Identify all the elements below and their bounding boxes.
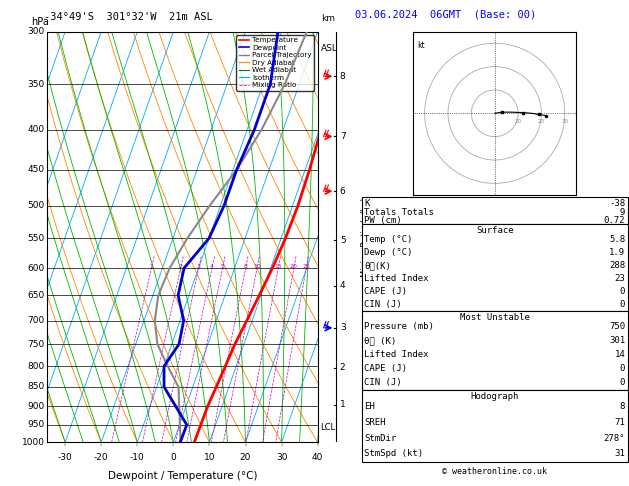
Text: 30: 30 [561, 119, 568, 123]
Text: 700: 700 [27, 316, 45, 325]
Text: 7: 7 [340, 132, 345, 141]
Text: Dewp (°C): Dewp (°C) [364, 248, 413, 257]
Text: 5: 5 [340, 236, 345, 244]
Text: 600: 600 [27, 263, 45, 273]
Text: EH: EH [364, 402, 375, 411]
Text: SREH: SREH [364, 418, 386, 427]
Text: -30: -30 [58, 452, 72, 462]
Text: 2: 2 [340, 364, 345, 372]
Text: 0: 0 [620, 287, 625, 296]
Text: 750: 750 [609, 322, 625, 331]
Text: 6: 6 [340, 187, 345, 196]
Text: 1: 1 [340, 400, 345, 409]
Text: 30: 30 [276, 452, 287, 462]
Text: 278°: 278° [604, 434, 625, 443]
Text: 20: 20 [538, 119, 545, 123]
Text: kt: kt [418, 41, 425, 50]
Text: StmSpd (kt): StmSpd (kt) [364, 449, 423, 458]
Text: 1000: 1000 [21, 438, 45, 447]
Text: 8: 8 [620, 402, 625, 411]
Text: Most Unstable: Most Unstable [460, 312, 530, 322]
Text: 750: 750 [27, 340, 45, 348]
Text: 10: 10 [253, 264, 261, 269]
Text: -10: -10 [130, 452, 145, 462]
Text: 850: 850 [27, 382, 45, 391]
Text: 400: 400 [27, 125, 45, 134]
Text: CIN (J): CIN (J) [364, 378, 402, 387]
Text: CAPE (J): CAPE (J) [364, 364, 407, 373]
Text: 950: 950 [27, 420, 45, 429]
Text: 550: 550 [27, 234, 45, 243]
Text: 71: 71 [615, 418, 625, 427]
Text: 0: 0 [620, 300, 625, 309]
Text: 10: 10 [515, 119, 521, 123]
Text: LCL: LCL [320, 423, 335, 432]
Text: 5: 5 [221, 264, 225, 269]
Text: PW (cm): PW (cm) [364, 216, 402, 225]
Text: 4: 4 [210, 264, 214, 269]
Text: 14: 14 [615, 350, 625, 359]
Text: 2: 2 [179, 264, 182, 269]
Text: K: K [364, 199, 370, 208]
Text: Lifted Index: Lifted Index [364, 274, 429, 283]
Text: 1: 1 [149, 264, 153, 269]
Text: 40: 40 [312, 452, 323, 462]
Text: 500: 500 [27, 201, 45, 210]
Text: 20: 20 [290, 264, 298, 269]
Text: Temp (°C): Temp (°C) [364, 235, 413, 244]
Text: Totals Totals: Totals Totals [364, 208, 434, 217]
Text: 5.8: 5.8 [609, 235, 625, 244]
Text: StmDir: StmDir [364, 434, 396, 443]
Text: Lifted Index: Lifted Index [364, 350, 429, 359]
Text: 10: 10 [204, 452, 215, 462]
Text: 8: 8 [340, 72, 345, 81]
Text: Surface: Surface [476, 226, 513, 235]
Text: km: km [321, 15, 335, 23]
Text: 9: 9 [620, 208, 625, 217]
Legend: Temperature, Dewpoint, Parcel Trajectory, Dry Adiabat, Wet Adiabat, Isotherm, Mi: Temperature, Dewpoint, Parcel Trajectory… [237, 35, 314, 90]
Text: 03.06.2024  06GMT  (Base: 00): 03.06.2024 06GMT (Base: 00) [355, 10, 537, 20]
Text: © weatheronline.co.uk: © weatheronline.co.uk [442, 467, 547, 476]
Text: Hodograph: Hodograph [470, 392, 519, 401]
Text: 800: 800 [27, 362, 45, 371]
Text: 8: 8 [243, 264, 247, 269]
Text: 301: 301 [609, 336, 625, 345]
Text: -20: -20 [94, 452, 109, 462]
Text: ASL: ASL [321, 44, 338, 53]
Text: -38: -38 [609, 199, 625, 208]
Text: 1.9: 1.9 [609, 248, 625, 257]
Text: Mixing Ratio (g/kg): Mixing Ratio (g/kg) [361, 197, 370, 277]
Text: 15: 15 [274, 264, 282, 269]
Text: θᴄ (K): θᴄ (K) [364, 336, 396, 345]
Text: 288: 288 [609, 261, 625, 270]
Text: 0: 0 [620, 364, 625, 373]
Text: CAPE (J): CAPE (J) [364, 287, 407, 296]
Text: 650: 650 [27, 291, 45, 300]
Text: 300: 300 [27, 27, 45, 36]
Text: 3: 3 [197, 264, 201, 269]
Text: 0: 0 [620, 378, 625, 387]
Text: Pressure (mb): Pressure (mb) [364, 322, 434, 331]
Text: 23: 23 [615, 274, 625, 283]
Text: 0.72: 0.72 [604, 216, 625, 225]
Text: Dewpoint / Temperature (°C): Dewpoint / Temperature (°C) [108, 471, 257, 481]
Text: 31: 31 [615, 449, 625, 458]
Text: 3: 3 [340, 323, 345, 332]
Text: 25: 25 [302, 264, 310, 269]
Text: θᴄ(K): θᴄ(K) [364, 261, 391, 270]
Text: 900: 900 [27, 402, 45, 411]
Text: -34°49'S  301°32'W  21m ASL: -34°49'S 301°32'W 21m ASL [44, 12, 213, 22]
Text: 4: 4 [340, 281, 345, 290]
Text: CIN (J): CIN (J) [364, 300, 402, 309]
Text: 20: 20 [240, 452, 251, 462]
Text: 0: 0 [170, 452, 176, 462]
Text: 450: 450 [27, 165, 45, 174]
Text: 350: 350 [27, 80, 45, 88]
Text: hPa: hPa [31, 17, 49, 28]
